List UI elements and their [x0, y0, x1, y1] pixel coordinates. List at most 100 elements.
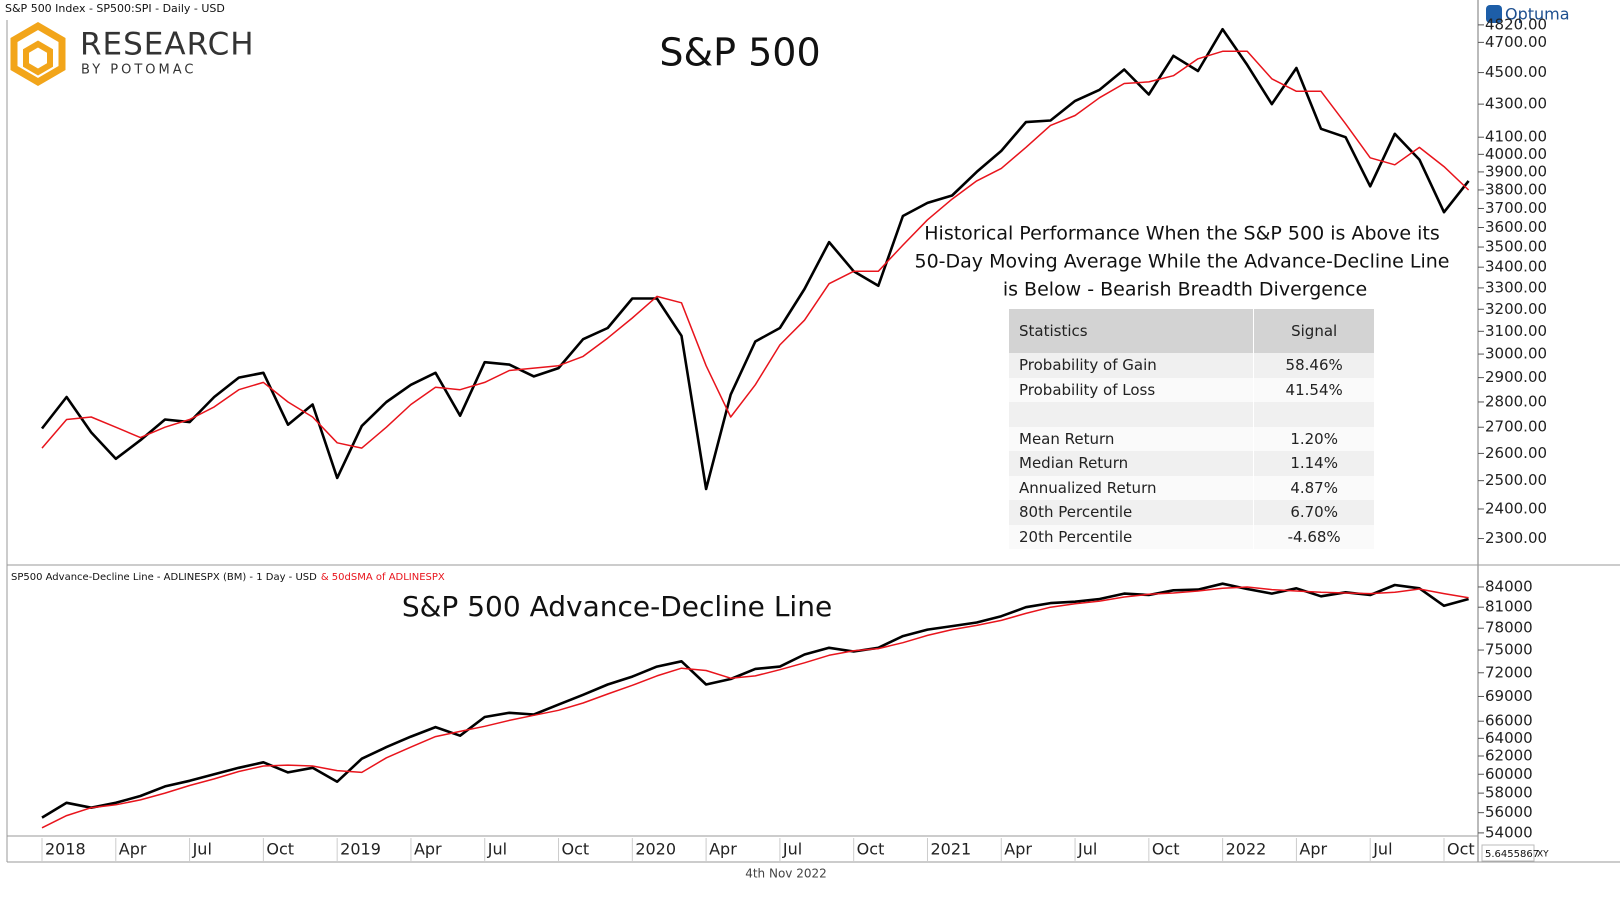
y-tick-label: 2600.00 [1485, 444, 1547, 462]
table-row: Mean Return 1.20% [1009, 426, 1374, 451]
y-tick-label: 78000 [1485, 619, 1533, 637]
table-row: Median Return 1.14% [1009, 451, 1374, 476]
x-tick-label: Apr [119, 840, 147, 859]
y-tick-label: 4500.00 [1485, 63, 1547, 81]
y-tick-label: 66000 [1485, 712, 1533, 730]
plot-area [41, 582, 1469, 829]
y-tick-label: 3200.00 [1485, 300, 1547, 318]
x-tick-label: Jul [1372, 840, 1392, 859]
table-cell: Median Return [1019, 454, 1129, 473]
x-tick-label: 2018 [45, 840, 86, 859]
x-tick-label: Apr [709, 840, 737, 859]
x-tick-label: Jul [487, 840, 507, 859]
scale-value: 5.6455867 [1485, 849, 1539, 860]
table-cell: 1.20% [1253, 426, 1374, 451]
logo [10, 21, 66, 87]
plot-area [40, 27, 1470, 491]
x-tick-label: Jul [782, 840, 802, 859]
y-tick-label: 3300.00 [1485, 278, 1547, 296]
series-label: SP500 Advance-Decline Line - ADLINESPX (… [11, 572, 317, 583]
x-tick-label: 2022 [1226, 840, 1267, 859]
footer-date: 4th Nov 2022 [745, 867, 827, 881]
x-tick-label: Apr [1004, 840, 1032, 859]
y-tick-label: 2800.00 [1485, 392, 1547, 410]
stats-table: Statistics Signal Probability of Gain 58.46… [1009, 309, 1374, 549]
y-tick-label: 56000 [1485, 803, 1533, 821]
y-tick-label: 72000 [1485, 663, 1533, 681]
y-tick-label: 3100.00 [1485, 322, 1547, 340]
y-tick-label: 58000 [1485, 784, 1533, 802]
table-cell: Probability of Gain [1019, 356, 1157, 375]
table-cell: Probability of Loss [1019, 380, 1156, 399]
y-tick-label: 2500.00 [1485, 471, 1547, 489]
brand-name: RESEARCH [80, 27, 255, 63]
table-cell: 4.87% [1253, 475, 1374, 500]
table-row: 20th Percentile -4.68% [1009, 524, 1374, 549]
vendor-icon [1486, 5, 1502, 23]
x-tick-label: Jul [1077, 840, 1097, 859]
table-row: 80th Percentile 6.70% [1009, 500, 1374, 525]
table-row: Probability of Gain 58.46% [1009, 353, 1374, 378]
x-tick-label: Jul [192, 840, 212, 859]
brand-tagline: BY POTOMAC [81, 63, 196, 78]
x-tick-label: Oct [562, 840, 590, 859]
series-line [41, 586, 1469, 829]
annotation: Historical Performance When the S&P 500 … [924, 223, 1439, 245]
table-row: Probability of Loss 41.54% [1009, 377, 1374, 402]
y-tick-label: 84000 [1485, 577, 1533, 595]
table-cell: 41.54% [1253, 377, 1374, 402]
x-tick-label: 2019 [340, 840, 381, 859]
y-tick-label: 3900.00 [1485, 162, 1547, 180]
table-cell: 1.14% [1253, 451, 1374, 476]
x-tick-label: Apr [414, 840, 442, 859]
x-tick-label: Oct [857, 840, 885, 859]
chart-title: S&P 500 [659, 31, 820, 75]
vendor-name: Optuma [1505, 5, 1570, 24]
y-tick-label: 60000 [1485, 765, 1533, 783]
y-tick-label: 3500.00 [1485, 238, 1547, 256]
scale-box [1481, 844, 1535, 862]
table-cell: -4.68% [1253, 524, 1374, 549]
table-row [1009, 402, 1374, 427]
table-cell [1253, 402, 1374, 427]
annotation: is Below - Bearish Breadth Divergence [1003, 279, 1367, 301]
table-cell: Mean Return [1019, 429, 1115, 448]
annotation: 50-Day Moving Average While the Advance-… [914, 251, 1449, 273]
y-tick-label: 2400.00 [1485, 499, 1547, 517]
y-tick-label: 69000 [1485, 687, 1533, 705]
y-tick-label: 3800.00 [1485, 180, 1547, 198]
series-line [41, 582, 1469, 819]
x-tick-label: Oct [266, 840, 294, 859]
x-tick-label: 2021 [930, 840, 971, 859]
series-label: & 50dSMA of ADLINESPX [321, 572, 445, 583]
table-row: Annualized Return 4.87% [1009, 475, 1374, 500]
y-tick-label: 62000 [1485, 747, 1533, 765]
table-cell: Statistics [1009, 309, 1254, 353]
y-tick-label: 3600.00 [1485, 218, 1547, 236]
y-tick-label: 64000 [1485, 729, 1533, 747]
y-tick-label: 3700.00 [1485, 199, 1547, 217]
y-tick-label: 2700.00 [1485, 418, 1547, 436]
table-cell: 20th Percentile [1019, 527, 1133, 546]
table-cell: 80th Percentile [1019, 503, 1133, 522]
scale-mode: XY [1537, 850, 1549, 860]
y-tick-label: 4000.00 [1485, 145, 1547, 163]
x-tick-label: Oct [1152, 840, 1180, 859]
table-cell: Signal [1253, 309, 1374, 353]
table-cell: Annualized Return [1019, 478, 1157, 497]
chart-title: S&P 500 Advance-Decline Line [402, 590, 832, 623]
y-tick-label: 75000 [1485, 641, 1533, 659]
y-tick-label: 3000.00 [1485, 345, 1547, 363]
x-tick-label: Oct [1447, 840, 1475, 859]
y-tick-label: 54000 [1485, 823, 1533, 841]
x-tick-label: Apr [1299, 840, 1327, 859]
table-cell [1009, 402, 1254, 427]
y-tick-label: 2900.00 [1485, 368, 1547, 386]
series-line [40, 27, 1470, 491]
y-tick-label: 3400.00 [1485, 258, 1547, 276]
y-tick-label: 2300.00 [1485, 529, 1547, 547]
chart-header: S&P 500 Index - SP500:SPI - Daily - USD [5, 2, 225, 15]
y-tick-label: 4300.00 [1485, 95, 1547, 113]
